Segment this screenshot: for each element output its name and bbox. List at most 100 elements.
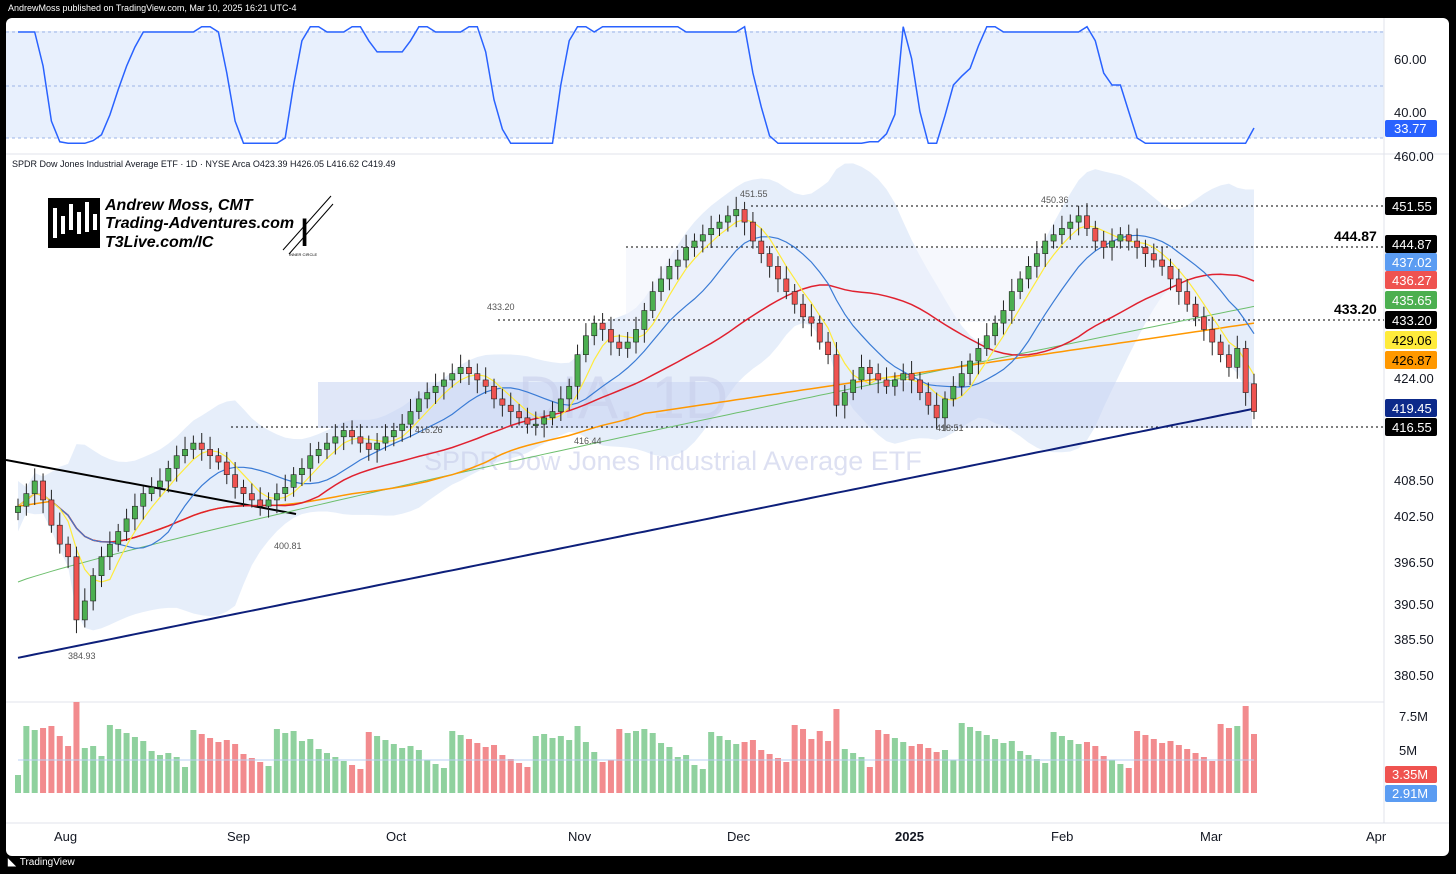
candle [925,382,932,415]
candle [165,460,172,493]
candle [1050,224,1057,249]
volume-bar [699,769,706,793]
volume-bar [15,775,21,793]
volume-tick-7-5m: 7.5M [1399,709,1428,724]
volume-bar [766,754,773,793]
candle [432,373,439,404]
time-axis-label: Nov [568,829,592,844]
candle [783,266,790,300]
volume-bar [733,744,740,793]
rsi-line [18,25,1255,145]
volume-bar [307,739,314,793]
support-range-box [318,382,1252,428]
candle [641,302,648,343]
candle [516,403,522,426]
volume-bar [1025,755,1032,793]
tradingview-brand-label: TradingView [19,857,75,868]
volume-bar [683,755,690,793]
candle [1017,271,1024,300]
annotation-418-51: 418.51 [936,423,964,433]
candle [958,361,965,396]
volume-bar [265,766,272,793]
volume-bar [31,730,38,793]
candle [15,498,21,521]
candle [917,372,923,401]
annotation-384-93: 384.93 [68,651,96,661]
volume-bar [223,740,230,793]
chart-panel[interactable]: SPDR Dow Jones Industrial Average ETF · … [6,18,1449,856]
candle [474,363,481,394]
price-tag-label: 435.65 [1392,293,1432,308]
volume-bar [1083,742,1090,793]
volume-bar [248,758,255,793]
volume-bar [633,731,639,793]
volume-bar [1175,745,1182,793]
price-axis[interactable]: 460.00 424.00 408.50 402.50 396.50 390.50 385.… [1394,149,1434,683]
candlesticks [15,196,1257,634]
volume-bar [1008,741,1015,793]
tradingview-logo-icon: ◣ [8,857,16,868]
candle [616,334,623,356]
volume-bar [925,748,932,793]
price-tag [1385,197,1437,215]
volume-bar [374,736,381,793]
volume-bar [257,762,264,793]
candle [992,315,999,346]
candle [399,414,406,442]
candle [875,363,882,394]
candle [891,372,898,396]
volume-bar [440,768,447,793]
volume-bar [1242,706,1249,793]
candle [65,536,72,569]
candle [1033,241,1040,278]
price-tick: 402.50 [1394,509,1434,524]
inner-circle-icon [282,195,332,251]
price-tick: 385.50 [1394,632,1434,647]
time-axis[interactable]: Aug Sep Oct Nov Dec 2025 Feb Mar Apr [54,829,1387,844]
candle [1150,243,1157,268]
price-tag [1385,291,1437,309]
volume-bar [541,734,548,793]
candle [81,588,88,628]
volume-bar [81,748,88,793]
volume-bar [290,731,297,793]
volume-bar [1058,736,1065,793]
candle [115,523,122,552]
candle [132,493,138,531]
candle [666,258,673,291]
candle [457,354,464,384]
candle [182,436,188,464]
sma200-line [17,407,1255,659]
volume-last-tag [1385,766,1437,783]
annotation-450-36: 450.36 [1041,195,1069,205]
candle [591,315,598,346]
volume-bar [1067,740,1074,793]
volume-bar [182,767,189,793]
time-axis-label: 2025 [895,829,924,844]
price-tag [1385,235,1437,253]
candle [273,483,280,514]
candle [549,401,556,426]
candle [499,388,506,417]
price-tag [1385,418,1437,436]
volume-bar [591,752,598,793]
volume-bar [173,757,180,793]
volume-bar [349,765,356,793]
candle [942,391,948,432]
candle [1234,335,1241,379]
candle [850,369,857,401]
volume-bar [1167,741,1174,793]
volume-bar [866,767,873,793]
volume-bar [449,731,456,793]
candle [424,382,431,409]
volume-bar [98,756,105,793]
volume-bar [674,757,681,793]
volume-bar [958,723,965,793]
level-label-444-87: 444.87 [1334,228,1377,244]
moving-averages [17,218,1255,659]
price-tag [1385,351,1437,369]
chart-canvas[interactable]: SPDR Dow Jones Industrial Average ETF · … [6,18,1449,856]
volume-bar [282,733,289,793]
price-tick: 424.00 [1394,371,1434,386]
candle [357,424,364,453]
